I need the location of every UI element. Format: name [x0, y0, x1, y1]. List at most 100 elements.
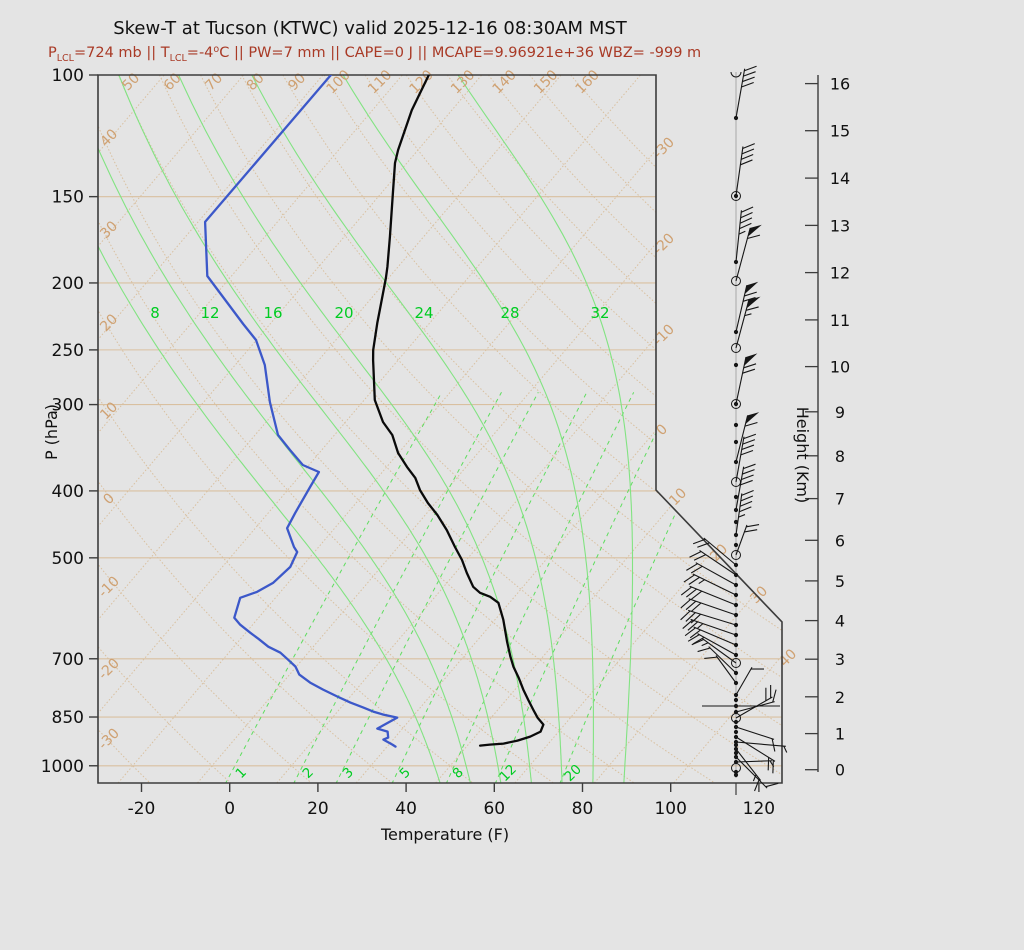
wind-level-dot: [733, 592, 739, 598]
wind-level-dot: [733, 401, 739, 407]
isotherm-label: 20: [707, 541, 731, 565]
isotherm-line: [197, 75, 782, 783]
moist-adiabat-label: 16: [263, 304, 282, 322]
temp-tick-label: 100: [654, 799, 686, 819]
dry-adiabat-line: [282, 75, 782, 783]
isotherm-line: [98, 75, 641, 783]
wind-level-dot: [733, 572, 739, 578]
pressure-tick-label: 200: [52, 274, 84, 294]
wind-barb: [680, 609, 737, 626]
dry-adiabat-label: 130: [448, 67, 478, 97]
wind-level-dot: [733, 422, 739, 428]
moist-adiabat-label: 20: [334, 304, 353, 322]
wind-barb: [680, 598, 737, 616]
grid-labels: 50 60 70 80 90 100 110 120 130 140 150 160403020100…: [95, 67, 800, 785]
temperature-curve: [371, 75, 545, 747]
wind-level-dot: [733, 115, 739, 121]
wind-barb: [735, 65, 757, 119]
wind-barb: [704, 655, 737, 684]
isotherm-line: [98, 75, 165, 783]
dewpoint-curve: [203, 75, 399, 748]
wind-level-dot: [733, 612, 739, 618]
pressure-tick-label: 500: [52, 549, 84, 569]
dry-adiabat-line: [241, 75, 782, 783]
mixing-ratio-line: [391, 392, 588, 783]
dry-adiabat-label: 70: [202, 70, 226, 94]
dry-adiabat-label: -10: [95, 573, 122, 600]
isotherm-line: [98, 75, 244, 783]
mixing-ratio-label: 5: [396, 764, 413, 781]
dry-adiabat-label: -20: [95, 655, 122, 682]
isotherm-line: [673, 75, 782, 783]
dry-adiabat-label: 140: [490, 67, 520, 97]
height-tick-label: 7: [835, 490, 845, 509]
dry-adiabat-label: 150: [531, 67, 561, 97]
moist-adiabat-line: [251, 75, 563, 783]
wind-level-dot: [733, 329, 739, 335]
moist-adiabat-line: [98, 75, 472, 783]
dry-adiabat-label: 80: [244, 70, 268, 94]
wind-barb: [735, 760, 775, 768]
wind-level-dot: [733, 532, 739, 538]
height-tick-label: 10: [830, 358, 850, 377]
wind-barb: [735, 412, 760, 463]
wind-barb: [735, 353, 758, 405]
wind-level-dot: [733, 759, 739, 765]
height-tick-label: 0: [835, 761, 845, 780]
wind-level-dot: [733, 193, 739, 199]
wind-barb: [683, 573, 737, 596]
dry-adiabat-line: [323, 75, 782, 783]
wind-level-circle: [731, 399, 741, 409]
height-tick-label: 4: [835, 612, 845, 631]
isotherm-label: -10: [650, 321, 677, 348]
dry-adiabat-line: [117, 75, 782, 783]
wind-barb: [735, 463, 756, 511]
wind-level-dot: [733, 746, 739, 752]
wind-barb: [735, 490, 754, 536]
pressure-tick-label: 850: [52, 708, 84, 728]
mixing-ratio-label: 1: [232, 764, 249, 781]
moist-adiabat-label: 24: [414, 304, 433, 322]
dry-adiabat-line: [98, 75, 554, 783]
y-axis-title: P (hPa): [42, 404, 61, 460]
height-tick-label: 1: [835, 725, 845, 744]
wind-barb: [680, 585, 737, 606]
wind-level-dot: [733, 729, 739, 735]
dry-adiabat-label: 40: [97, 126, 121, 150]
wind-level-dot: [733, 632, 739, 638]
wind-barb: [686, 562, 737, 586]
height-tick-label: 5: [835, 572, 845, 591]
wind-level-dot: [733, 697, 739, 703]
isotherm-line: [98, 75, 483, 783]
parameter-text: =724 mb || T: [73, 45, 170, 61]
temp-tick-label: 60: [483, 799, 505, 819]
wind-level-dot: [733, 724, 739, 730]
moist-adiabat-label: 32: [590, 304, 609, 322]
dry-adiabat-line: [98, 75, 716, 783]
isotherm-line: [593, 75, 782, 783]
dry-adiabat-label: 110: [365, 67, 395, 97]
dry-adiabat-label: 160: [573, 67, 603, 97]
wind-level-dot: [733, 519, 739, 525]
dry-adiabat-label: -30: [95, 725, 122, 752]
isotherm-line: [276, 75, 782, 783]
dry-adiabat-line: [364, 75, 782, 783]
parameter-text: o: [213, 44, 220, 55]
wind-level-dot: [733, 652, 739, 658]
wind-level-dot: [733, 542, 739, 548]
wind-level-dot: [733, 670, 739, 676]
wind-barb: [735, 206, 754, 263]
parameter-text: P: [48, 45, 57, 61]
wind-level-circle: [731, 477, 741, 487]
isotherm-line: [355, 75, 782, 783]
wind-barb: [689, 549, 737, 576]
wind-barb: [735, 524, 760, 556]
dry-adiabat-label: 10: [97, 399, 121, 423]
isotherm-line: [98, 75, 403, 783]
isotherm-line: [98, 75, 562, 783]
wind-level-dot: [733, 692, 739, 698]
wind-barb: [697, 646, 737, 674]
plot-frame: [97, 74, 783, 784]
